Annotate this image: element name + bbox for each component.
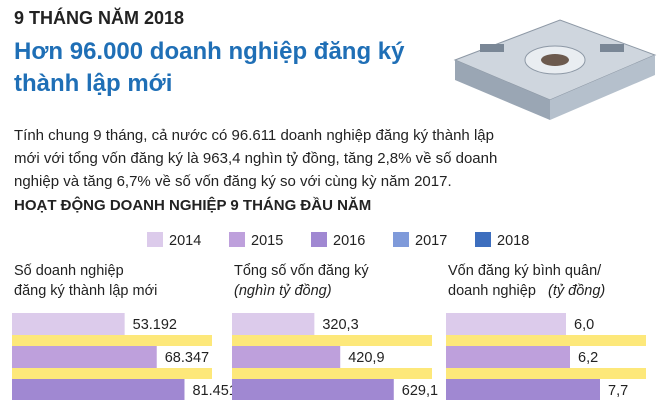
legend-label: 2014	[169, 233, 201, 249]
bar	[232, 346, 341, 368]
bar	[446, 313, 566, 335]
panel-subtitle: (nghìn tỷ đồng)	[234, 283, 332, 299]
value-label: 81.451	[192, 383, 236, 399]
stripe	[12, 368, 212, 379]
headline: Hơn 96.000 doanh nghiệp đăng ký thành lậ…	[14, 38, 405, 97]
section-heading: HOẠT ĐỘNG DOANH NGHIỆP 9 THÁNG ĐẦU NĂM	[14, 197, 372, 214]
stripe	[446, 368, 646, 379]
value-label: 6,2	[578, 350, 598, 366]
panel-subtitle-note: (tỷ đồng)	[548, 283, 605, 299]
stripe	[12, 335, 212, 346]
bar	[12, 346, 157, 368]
panel-title: Số doanh nghiệp	[14, 263, 124, 279]
panel-subtitle: đăng ký thành lập mới	[14, 283, 157, 299]
legend-label: 2015	[251, 233, 283, 249]
panel-title: Tổng số vốn đăng ký	[234, 263, 369, 279]
legend-swatch	[311, 232, 327, 247]
panel-title: Vốn đăng ký bình quân/	[448, 263, 602, 279]
value-label: 320,3	[322, 317, 358, 333]
panel-subtitle: doanh nghiệp	[448, 283, 536, 299]
value-label: 6,0	[574, 317, 594, 333]
bar	[232, 379, 394, 400]
legend-swatch	[393, 232, 409, 247]
legend-label: 2017	[415, 233, 447, 249]
value-label: 53.192	[133, 317, 177, 333]
bar	[12, 313, 125, 335]
summary: Tính chung 9 tháng, cả nước có 96.611 do…	[14, 127, 498, 190]
legend-swatch	[475, 232, 491, 247]
bar	[232, 313, 315, 335]
legend-label: 2016	[333, 233, 365, 249]
kicker: 9 THÁNG NĂM 2018	[14, 8, 185, 28]
bar	[446, 379, 600, 400]
stripe	[446, 335, 646, 346]
legend-swatch	[229, 232, 245, 247]
legend-swatch	[147, 232, 163, 247]
bar	[446, 346, 570, 368]
value-label: 629,1	[402, 383, 438, 399]
bar	[12, 379, 185, 400]
stripe	[232, 335, 432, 346]
value-label: 420,9	[348, 350, 384, 366]
office-illustration	[453, 19, 657, 120]
value-label: 68.347	[165, 350, 209, 366]
stripe	[232, 368, 432, 379]
value-label: 7,7	[608, 383, 628, 399]
legend-label: 2018	[497, 233, 529, 249]
